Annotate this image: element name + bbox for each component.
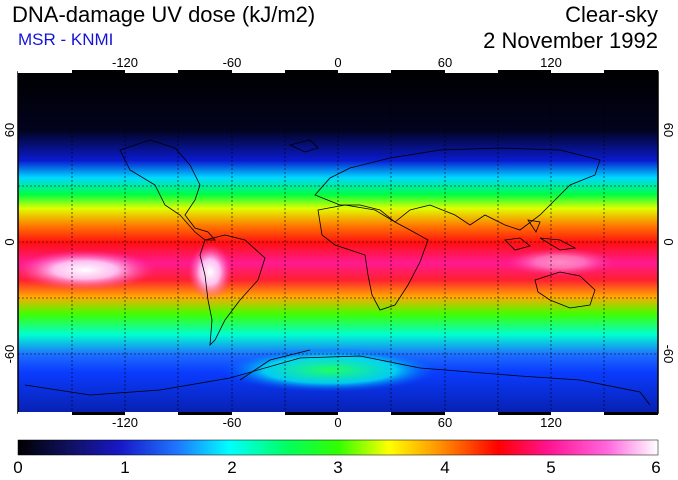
graticule bbox=[18, 72, 658, 413]
lon-tick-bottom: 120 bbox=[540, 415, 562, 430]
lat-tick-right: 0 bbox=[661, 238, 676, 245]
colorbar-label: 1 bbox=[120, 458, 130, 477]
lon-tick-top: -120 bbox=[112, 55, 138, 70]
lon-tick-top: 60 bbox=[438, 55, 452, 70]
lon-tick-bottom: -120 bbox=[112, 415, 138, 430]
coastlines bbox=[24, 139, 651, 406]
colorbar-label: 6 bbox=[651, 458, 661, 477]
colorbar-label: 5 bbox=[546, 458, 556, 477]
colorbar bbox=[17, 439, 659, 456]
lon-tick-top: 0 bbox=[334, 55, 341, 70]
colorbar-label: 4 bbox=[440, 458, 450, 477]
date-label: 2 November 1992 bbox=[483, 28, 658, 53]
map-title: DNA-damage UV dose (kJ/m2) bbox=[12, 2, 316, 27]
colorbar-label: 3 bbox=[333, 458, 343, 477]
lon-tick-top: 120 bbox=[540, 55, 562, 70]
lat-tick-left: -60 bbox=[2, 345, 17, 364]
frame-border-segments bbox=[18, 70, 658, 415]
lon-tick-top: -60 bbox=[223, 55, 242, 70]
lon-tick-bottom: 60 bbox=[438, 415, 452, 430]
andes-hotspot bbox=[188, 244, 232, 300]
lat-tick-right: 60 bbox=[661, 123, 676, 137]
pacific-hotspot bbox=[18, 250, 155, 290]
lon-tick-bottom: -60 bbox=[223, 415, 242, 430]
lat-tick-left: 60 bbox=[2, 123, 17, 137]
lat-tick-right: -60 bbox=[661, 345, 676, 364]
colorbar-label: 2 bbox=[227, 458, 237, 477]
lat-tick-left: 0 bbox=[2, 238, 17, 245]
west-pacific-band bbox=[505, 248, 615, 276]
source-label: MSR - KNMI bbox=[18, 30, 114, 49]
lon-tick-bottom: 0 bbox=[334, 415, 341, 430]
antarctic-high bbox=[220, 348, 440, 392]
sky-condition-label: Clear-sky bbox=[565, 2, 658, 27]
colorbar-label: 0 bbox=[13, 458, 23, 477]
